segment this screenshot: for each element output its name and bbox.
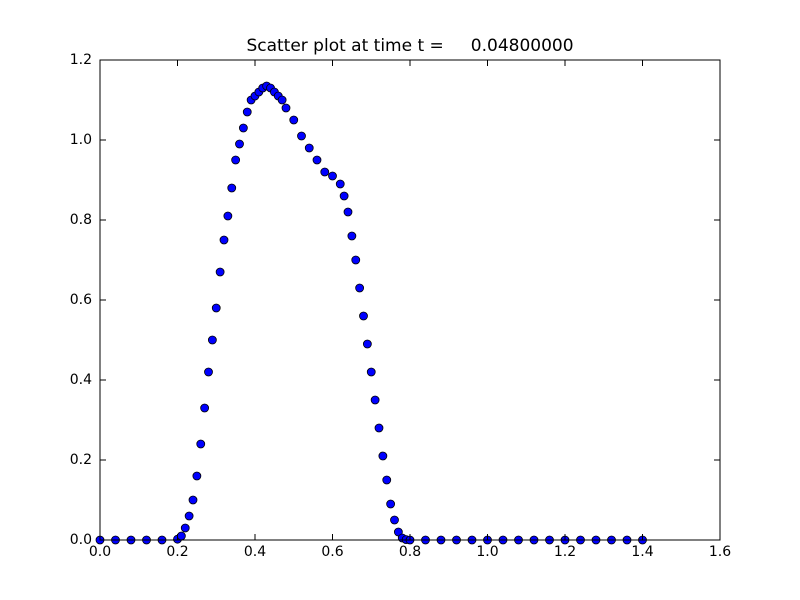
scatter-point (200, 403, 210, 413)
scatter-point (355, 283, 365, 293)
scatter-point (192, 471, 202, 481)
scatter-point (347, 231, 357, 241)
scatter-point (289, 115, 299, 125)
scatter-point (277, 95, 287, 105)
scatter-point (320, 167, 330, 177)
scatter-point (366, 367, 376, 377)
x-tick-label: 1.4 (631, 544, 653, 560)
x-tick-label: 0.6 (321, 544, 343, 560)
x-tick-label: 0.4 (244, 544, 266, 560)
y-tick-label: 0.8 (70, 212, 92, 228)
scatter-point (219, 235, 229, 245)
scatter-point (215, 267, 225, 277)
scatter-point (386, 499, 396, 509)
scatter-point (242, 107, 252, 117)
scatter-point (370, 395, 380, 405)
scatter-point (231, 155, 241, 165)
scatter-point (339, 191, 349, 201)
scatter-point (382, 475, 392, 485)
scatter-point (223, 211, 233, 221)
x-tick-label: 1.2 (554, 544, 576, 560)
x-tick-label: 0.8 (399, 544, 421, 560)
y-tick-label: 0.6 (70, 292, 92, 308)
scatter-point (359, 311, 368, 321)
scatter-point (196, 439, 206, 449)
x-tick-label: 1.0 (476, 544, 498, 560)
scatter-point (227, 183, 237, 193)
scatter-point (328, 171, 337, 181)
y-tick-label: 0.4 (70, 372, 92, 388)
y-tick-label: 1.2 (70, 52, 92, 68)
scatter-point (204, 367, 213, 377)
scatter-point (207, 335, 217, 345)
scatter-point (281, 103, 291, 113)
x-tick-label: 0.2 (166, 544, 188, 560)
scatter-point (188, 495, 198, 505)
chart-title: Scatter plot at time t = 0.04800000 (246, 36, 573, 56)
scatter-point (304, 143, 314, 153)
x-tick-label: 0.0 (89, 544, 111, 560)
y-tick-label: 0.0 (70, 532, 92, 548)
y-tick-label: 1.0 (70, 132, 92, 148)
scatter-point (184, 511, 194, 521)
scatter-point (297, 131, 306, 141)
scatter-point (335, 179, 345, 189)
x-tick-label: 1.6 (709, 544, 731, 560)
scatter-point (362, 339, 372, 349)
y-tick-label: 0.2 (70, 452, 92, 468)
scatter-point (351, 255, 361, 265)
scatter-point (374, 423, 384, 433)
scatter-point (180, 523, 190, 533)
scatter-point (390, 515, 399, 525)
scatter-point (343, 207, 353, 217)
scatter-point (312, 155, 322, 165)
scatter-point (211, 303, 221, 313)
scatter-point (238, 123, 248, 133)
scatter-point (378, 451, 388, 461)
scatter-point (176, 531, 186, 541)
scatter-point (235, 139, 244, 149)
